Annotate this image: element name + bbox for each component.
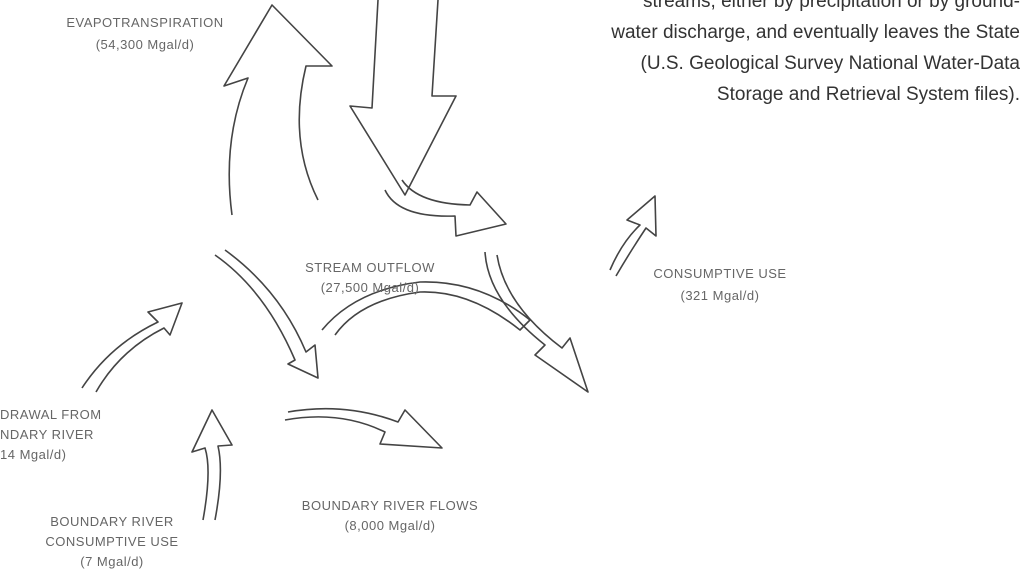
page: streams, either by precipitation or by g… xyxy=(0,0,1030,579)
flow-label: (54,300 Mgal/d) xyxy=(96,37,195,52)
arrow-outflow-loop xyxy=(485,252,588,392)
flow-label: EVAPOTRANSPIRATION xyxy=(66,15,223,30)
flow-label: BOUNDARY RIVER FLOWS xyxy=(302,498,478,513)
flow-label: (321 Mgal/d) xyxy=(681,288,760,303)
flow-label: CONSUMPTIVE USE xyxy=(45,534,178,549)
paragraph-line: (U.S. Geological Survey National Water-D… xyxy=(641,53,1021,74)
paragraph-line: Storage and Retrieval System files). xyxy=(717,84,1020,105)
flow-label: BOUNDARY RIVER xyxy=(50,514,174,529)
arrow-boundary-flows xyxy=(285,409,442,448)
flow-label: STREAM OUTFLOW xyxy=(305,260,435,275)
arrow-boundary-consumptive xyxy=(192,410,232,520)
flow-label: (27,500 Mgal/d) xyxy=(321,280,420,295)
diagram: streams, either by precipitation or by g… xyxy=(0,0,1030,579)
flow-label: NDARY RIVER xyxy=(0,427,94,442)
arrow-consumptive-use xyxy=(610,196,656,276)
paragraph-line: streams, either by precipitation or by g… xyxy=(643,0,1020,12)
flow-label: DRAWAL FROM xyxy=(0,407,102,422)
flow-label: (7 Mgal/d) xyxy=(80,554,144,569)
arrow-to-outflow xyxy=(385,180,506,236)
flow-label: CONSUMPTIVE USE xyxy=(653,266,786,281)
flow-label: 14 Mgal/d) xyxy=(0,447,66,462)
arrow-precipitation xyxy=(350,0,456,195)
arrow-withdrawal xyxy=(82,303,182,392)
arrow-evapotranspiration xyxy=(224,5,332,215)
arrow-to-center xyxy=(215,250,318,378)
flow-label: (8,000 Mgal/d) xyxy=(345,518,436,533)
paragraph-line: water discharge, and eventually leaves t… xyxy=(610,22,1020,43)
